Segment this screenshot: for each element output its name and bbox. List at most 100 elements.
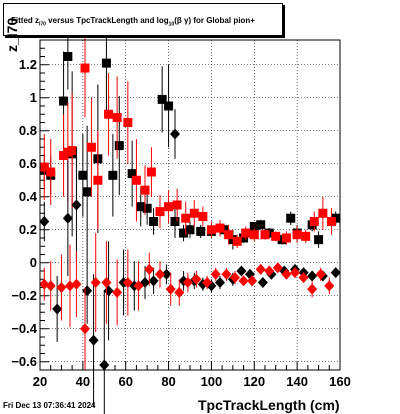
y-axis-label-text: z_I70 <box>4 17 20 52</box>
y-tick-label: 1.2 <box>19 57 37 72</box>
y-tick-label: 0.8 <box>19 123 37 138</box>
data-point-diamond <box>56 282 67 293</box>
data-point-square <box>189 208 199 218</box>
x-axis-label: TpcTrackLength (cm) <box>198 397 340 413</box>
title-part-1: Fitted z <box>11 16 39 25</box>
title-part-2: versus TpcTrackLength and log <box>45 16 169 25</box>
data-point-square <box>260 230 270 240</box>
data-point-square <box>249 230 259 240</box>
data-point-square <box>185 225 195 235</box>
data-point-square <box>271 231 281 241</box>
data-point-square <box>249 221 259 231</box>
data-point-square <box>164 202 174 212</box>
data-point-square <box>112 113 122 123</box>
y-tick-label: 0.4 <box>19 189 38 204</box>
data-point-diamond <box>71 278 82 290</box>
data-point-square <box>314 235 324 245</box>
data-point-square <box>196 226 206 236</box>
y-tick-label: 0.2 <box>19 222 37 237</box>
chart-title: Fitted zI70 versus TpcTrackLength and lo… <box>3 3 283 36</box>
y-tick-label: 0 <box>30 255 37 270</box>
plot-frame <box>39 39 341 371</box>
data-point-diamond <box>202 277 213 289</box>
date-stamp: Fri Dec 13 07:36:41 2024 <box>3 401 96 410</box>
data-point-diamond <box>62 212 73 224</box>
data-point-diamond <box>90 277 101 289</box>
data-point-square <box>149 217 159 226</box>
data-point-square <box>82 187 92 197</box>
data-point-diamond <box>290 267 300 279</box>
title-subscript-1: I70 <box>39 21 46 28</box>
x-tick-label: 40 <box>76 374 90 389</box>
data-point-diamond <box>315 268 326 280</box>
data-point-square <box>172 200 182 210</box>
data-point-square <box>140 185 150 195</box>
data-point-diamond <box>298 272 309 284</box>
data-point-square <box>114 141 124 151</box>
data-point-diamond <box>88 334 99 346</box>
data-point-diamond <box>45 280 56 292</box>
data-point-diamond <box>191 273 202 285</box>
data-point-square <box>157 94 167 104</box>
data-point-square <box>256 220 266 230</box>
data-point-square <box>108 170 118 180</box>
data-point-square <box>281 233 291 243</box>
data-point-diamond <box>238 275 249 287</box>
data-point-square <box>206 225 216 235</box>
data-point-square <box>198 212 208 222</box>
data-point-diamond <box>170 128 180 140</box>
data-point-diamond <box>39 216 50 227</box>
data-point-diamond <box>247 275 258 287</box>
data-point-diamond <box>272 262 283 274</box>
data-point-square <box>301 231 311 241</box>
data-point-diamond <box>330 267 341 279</box>
y-tick-label: 1 <box>30 90 37 105</box>
x-tick-label: 160 <box>329 374 351 389</box>
data-point-square <box>39 162 49 172</box>
data-point-square <box>215 223 225 233</box>
data-point-square <box>136 202 146 212</box>
x-tick-label: 100 <box>201 374 223 389</box>
y-tick-label: 0.6 <box>19 156 37 171</box>
data-point-square <box>127 169 137 179</box>
plot-area <box>40 40 340 370</box>
data-point-diamond <box>71 199 82 211</box>
x-tick-label: 20 <box>33 374 47 389</box>
data-point-diamond <box>122 277 133 289</box>
data-point-diamond <box>307 283 318 295</box>
data-point-square <box>232 236 242 246</box>
data-point-diamond <box>182 277 193 289</box>
data-point-square <box>104 109 114 119</box>
data-point-square <box>101 58 111 68</box>
data-point-square <box>164 101 174 111</box>
x-tick-label: 120 <box>243 374 265 389</box>
data-point-square <box>224 230 234 240</box>
data-point-square <box>80 63 90 73</box>
data-point-diamond <box>52 303 63 315</box>
data-point-square <box>292 230 302 240</box>
x-tick-label: 60 <box>118 374 132 389</box>
data-point-diamond <box>281 268 292 280</box>
y-axis-label: z_I70 <box>4 18 20 52</box>
data-point-diamond <box>101 277 112 289</box>
title-subscript-2: 10 <box>168 21 175 28</box>
data-point-square <box>179 228 189 238</box>
data-point-diamond <box>148 275 159 287</box>
data-point-square <box>59 96 69 106</box>
data-point-diamond <box>255 263 266 275</box>
data-point-square <box>309 217 319 226</box>
data-point-diamond <box>236 265 247 277</box>
data-point-square <box>93 175 103 185</box>
data-point-diamond <box>161 268 172 280</box>
data-point-square <box>67 146 77 156</box>
data-point-square <box>286 213 296 223</box>
data-point-square <box>181 213 191 223</box>
data-point-diamond <box>155 268 165 280</box>
data-point-square <box>123 118 133 127</box>
data-point-diamond <box>264 265 275 277</box>
data-point-square <box>142 203 152 213</box>
data-point-diamond <box>215 277 225 289</box>
data-point-diamond <box>324 280 335 292</box>
